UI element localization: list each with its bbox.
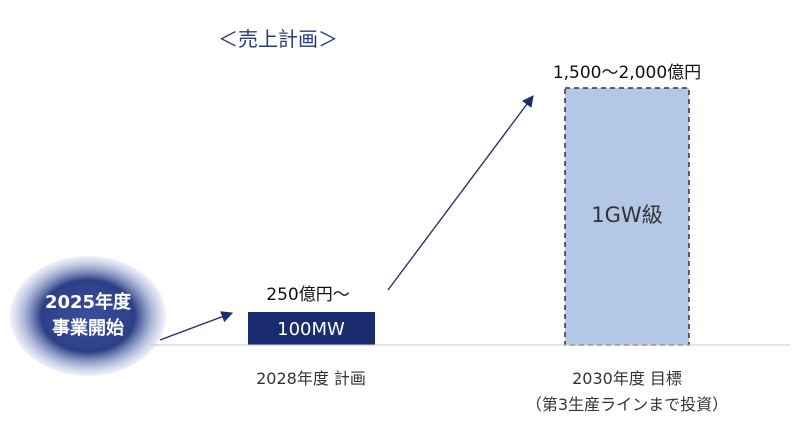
bar-2028-label: 100MW xyxy=(277,319,345,340)
start-bubble xyxy=(10,256,166,376)
bar-2028-plan xyxy=(248,312,375,345)
category-sublabel-2030: （第3生産ラインまで投資） xyxy=(526,395,728,414)
growth-arrow-1 xyxy=(159,311,234,341)
start-label-text: 事業開始 xyxy=(52,317,124,339)
category-label-2030: 2030年度 目標 xyxy=(572,369,682,388)
chart-title: ＜売上計画＞ xyxy=(218,27,338,51)
bar-2030-label: 1GW級 xyxy=(591,203,662,227)
start-label-year: 2025年度 xyxy=(45,291,132,313)
bar-2030-target xyxy=(564,87,690,346)
growth-arrow-2 xyxy=(387,95,534,291)
value-label-2030: 1,500～2,000億円 xyxy=(553,63,701,83)
value-label-2028: 250億円～ xyxy=(266,285,349,305)
category-label-2028: 2028年度 計画 xyxy=(256,369,366,388)
